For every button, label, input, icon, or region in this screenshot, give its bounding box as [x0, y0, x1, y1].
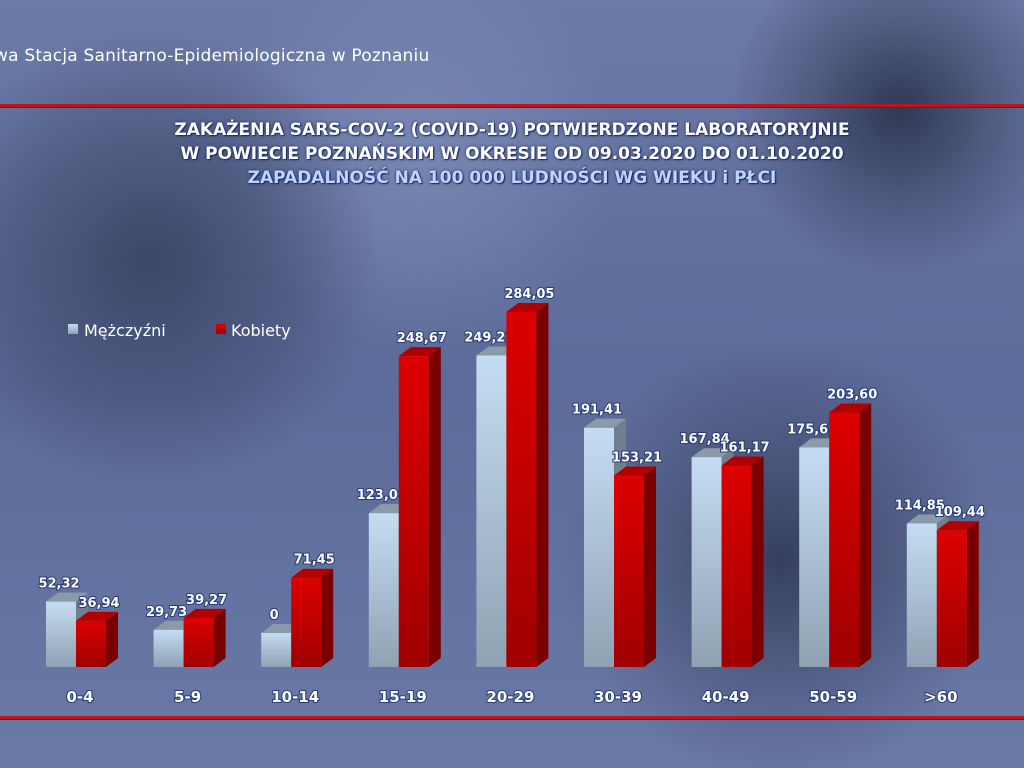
x-tick-label: 10-14: [271, 688, 319, 706]
data-label: 167,84: [680, 432, 730, 447]
women-bar-10-14: [291, 577, 322, 667]
men-bar-0-4-top: [46, 592, 88, 602]
data-label: 39,27: [186, 593, 227, 608]
title-line-2: W POWIECIE POZNAŃSKIM W OKRESIE OD 09.03…: [180, 144, 844, 164]
men-bar-5-9: [153, 629, 184, 667]
women-bar-15-19-top: [398, 347, 441, 357]
women-bar-15-19-side: [428, 347, 441, 667]
data-label: 175,69: [787, 422, 837, 437]
men-bar-10-14: [261, 633, 292, 667]
data-label: 203,60: [827, 388, 877, 403]
top-divider: [0, 104, 1024, 107]
data-label: 0: [270, 608, 279, 623]
women-bar-5-9-side: [213, 608, 226, 667]
legend-label-women: Kobiety: [231, 321, 291, 340]
data-label: 153,21: [612, 450, 662, 465]
x-tick-label: >60: [924, 688, 957, 706]
women-bar-50-59: [829, 412, 860, 667]
data-label: 109,44: [935, 505, 985, 520]
legend-swatch-men: [68, 324, 78, 334]
women-bar-5-9: [183, 617, 214, 667]
chart-subtitle: ZAPADALNOŚĆ NA 100 000 LUDNOŚCI WG WIEKU…: [247, 168, 777, 188]
women-bar->60-side: [966, 521, 979, 667]
women-bar->60-top: [936, 521, 979, 531]
women-bar-0-4-top: [76, 611, 118, 621]
x-tick-label: 5-9: [174, 688, 201, 706]
institution-header: wa Stacja Sanitarno-Epidemiologiczna w P…: [0, 46, 430, 66]
men-bar-0-4: [46, 601, 76, 667]
women-bar-40-49: [721, 465, 752, 667]
women-bar->60: [936, 530, 967, 667]
women-bar-30-39: [614, 475, 644, 667]
legend-label-men: Mężczyźni: [84, 321, 166, 340]
women-bar-50-59-side: [859, 403, 872, 667]
x-tick-label: 15-19: [379, 688, 427, 706]
data-label: 123,06: [357, 488, 407, 503]
men-bar-30-39-top: [584, 418, 626, 428]
data-label: 36,94: [78, 596, 119, 611]
women-bar-30-39-side: [644, 466, 656, 667]
men-bar->60: [906, 523, 937, 667]
legend: Mężczyźni Kobiety: [68, 321, 291, 340]
women-bar-10-14-side: [321, 568, 334, 667]
data-label: 284,05: [504, 287, 554, 302]
women-bar-50-59-top: [829, 403, 872, 413]
women-bar-20-29-top: [506, 302, 549, 312]
data-label: 248,67: [397, 331, 447, 346]
women-bar-15-19: [398, 356, 429, 667]
women-bar-30-39-top: [614, 466, 656, 476]
x-tick-label: 20-29: [486, 688, 534, 706]
chart-title: ZAKAŻENIA SARS-COV-2 (COVID-19) POTWIERD…: [0, 118, 1024, 190]
women-bar-10-14-top: [291, 568, 334, 578]
data-label: 161,17: [720, 441, 770, 456]
data-label: 71,45: [294, 553, 335, 568]
women-bar-0-4: [76, 620, 106, 667]
data-label: 52,32: [38, 577, 79, 592]
men-bar-40-49-top: [691, 448, 734, 458]
women-bar-0-4-side: [106, 611, 118, 667]
women-bar-40-49-side: [751, 456, 764, 667]
bottom-divider: [0, 716, 1024, 719]
women-bar-20-29: [506, 311, 537, 667]
men-bar-40-49: [691, 457, 722, 667]
data-label: 249,23: [464, 330, 514, 345]
legend-swatch-women: [216, 324, 226, 334]
men-bar-20-29: [476, 355, 507, 667]
data-label: 191,41: [572, 403, 622, 418]
women-bar-5-9-top: [183, 608, 226, 618]
men-bar->60-top: [906, 514, 949, 524]
x-tick-label: 30-39: [594, 688, 642, 706]
title-line-1: ZAKAŻENIA SARS-COV-2 (COVID-19) POTWIERD…: [174, 120, 850, 140]
men-bar-15-19: [368, 513, 399, 667]
x-tick-label: 40-49: [702, 688, 750, 706]
data-label: 29,73: [146, 605, 187, 620]
men-bar-30-39: [584, 427, 614, 667]
men-bar-50-59: [799, 447, 830, 667]
data-label: 114,85: [895, 498, 945, 513]
x-tick-label: 0-4: [66, 688, 93, 706]
women-bar-40-49-top: [721, 456, 764, 466]
women-bar-20-29-side: [536, 302, 549, 667]
x-tick-label: 50-59: [809, 688, 857, 706]
